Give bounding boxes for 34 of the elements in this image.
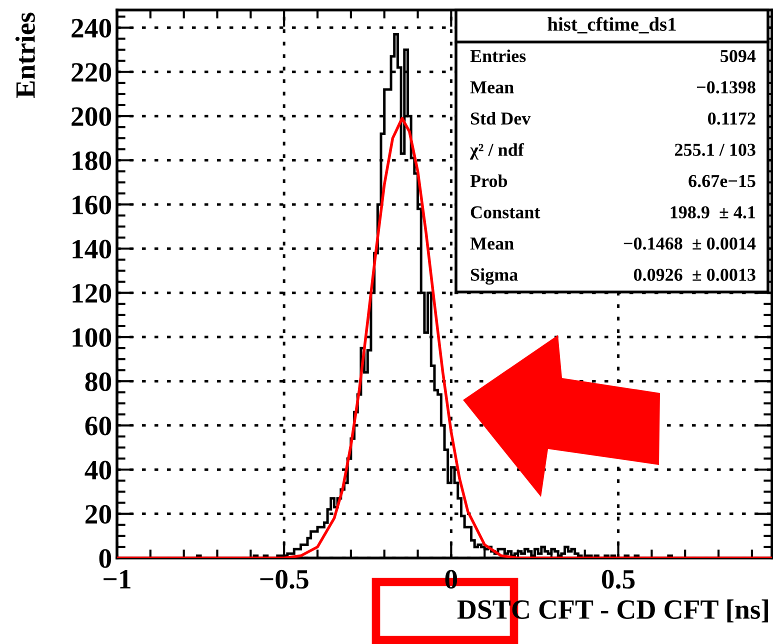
y-tick-label: 80 xyxy=(85,372,112,392)
y-tick-label: 40 xyxy=(84,460,112,480)
annotation: −0.1398 xyxy=(697,81,756,94)
y-tick-label: 160 xyxy=(72,196,112,214)
annotation: hist_cftime_ds1 xyxy=(548,16,676,34)
annotation: Sigma xyxy=(470,268,518,285)
annotation: Std Dev xyxy=(470,112,531,125)
y-tick-label: 20 xyxy=(86,504,112,524)
y-tick-label: 140 xyxy=(72,240,112,259)
annotation: Constant xyxy=(470,206,540,218)
x-tick-label: −0.5 xyxy=(260,570,308,589)
y-axis-title: Entries xyxy=(15,12,35,98)
annotation: −0.1468 ± 0.0014 xyxy=(624,237,756,250)
y-tick-label: 0 xyxy=(99,549,112,568)
annotation: 5094 xyxy=(720,50,756,62)
annotation: Entries xyxy=(470,49,526,62)
annotation: 0.0926 ± 0.0013 xyxy=(634,268,756,281)
annotation: 0.1172 xyxy=(708,112,756,125)
y-tick-label: 200 xyxy=(72,107,112,126)
annotation: 198.9 ± 4.1 xyxy=(670,206,756,218)
annotation: Prob xyxy=(470,174,508,188)
y-tick-label: 120 xyxy=(72,284,112,303)
annotation: 255.1 / 103 xyxy=(675,144,756,156)
y-tick-label: 220 xyxy=(72,63,112,82)
x-tick-label: 0.5 xyxy=(602,570,635,589)
y-tick-label: 60 xyxy=(85,416,112,436)
annotation: Mean xyxy=(470,81,514,94)
annotation: Mean xyxy=(470,238,514,250)
annotation: 6.67e−15 xyxy=(688,175,756,188)
y-tick-label: 100 xyxy=(72,328,112,347)
y-tick-label: 180 xyxy=(72,151,112,170)
x-tick-label: −1 xyxy=(104,570,130,588)
y-tick-label: 240 xyxy=(72,18,112,38)
annotation: χ² / ndf xyxy=(470,143,524,160)
